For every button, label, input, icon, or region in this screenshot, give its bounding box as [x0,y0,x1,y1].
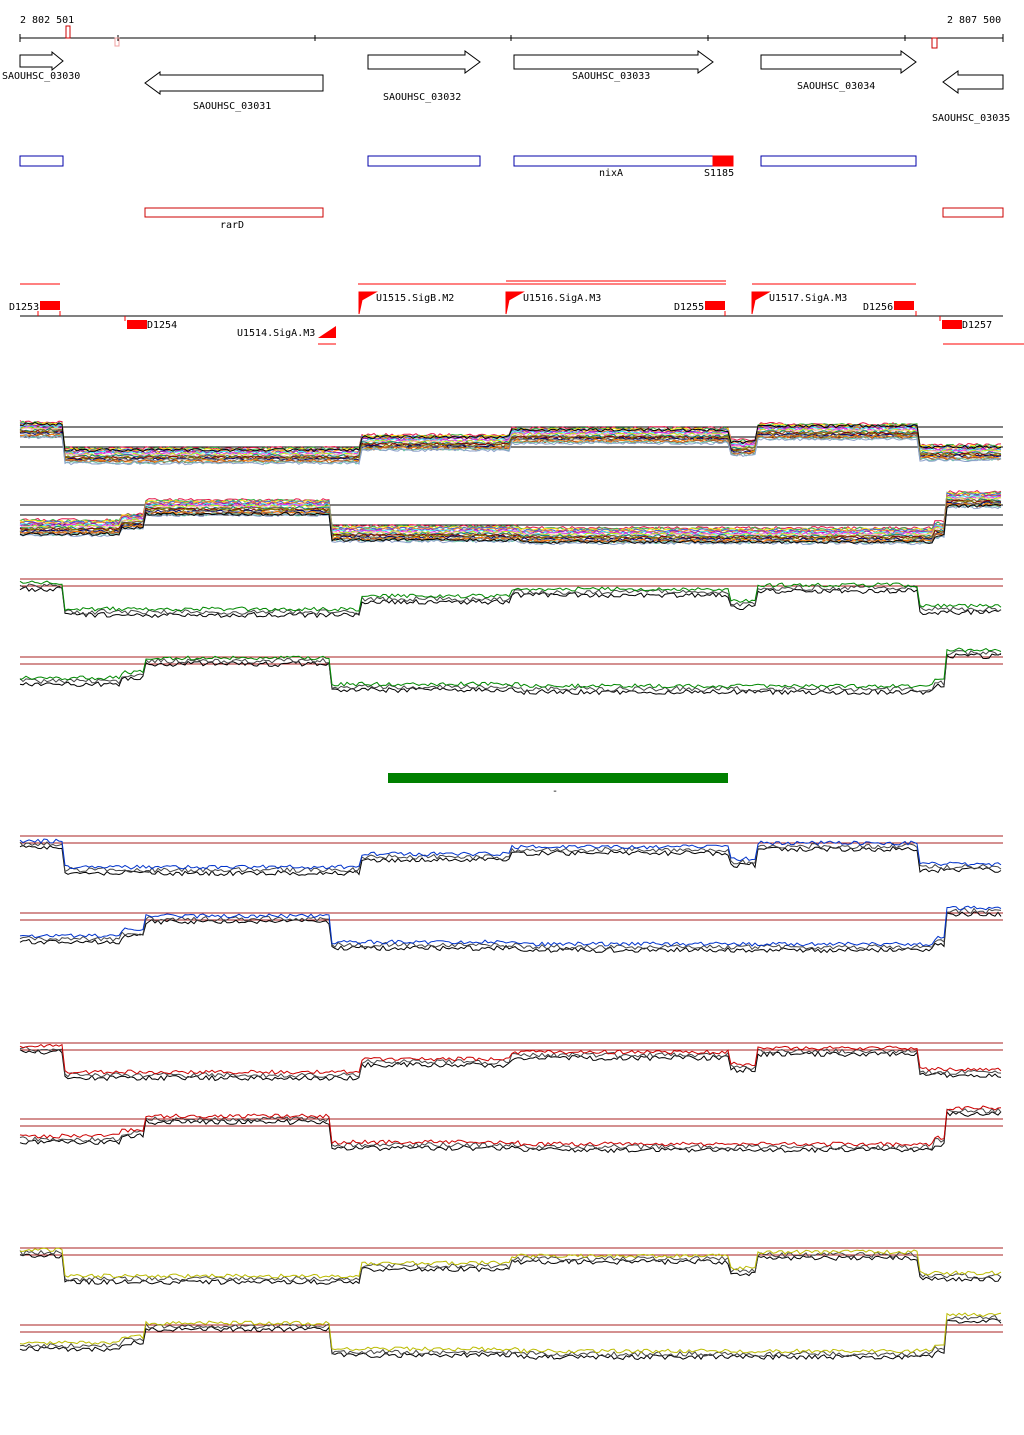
promoter-flag[interactable]: U1516.SigA.M3 [505,291,601,315]
signal-trace [19,1253,1002,1286]
signal-trace [19,1315,1002,1358]
signal-trace [19,838,1002,870]
signal-trace [19,653,1002,696]
terminator-marker[interactable]: D1257 [939,316,992,331]
gene-arrow[interactable]: SAOUHSC_03034 [760,50,917,92]
signal-trace [19,1043,1002,1075]
signal-trace [19,435,1002,466]
gene-label: SAOUHSC_03035 [932,113,1010,124]
annotation-label: nixA [599,168,623,179]
annotation-box[interactable] [942,207,1004,218]
gene-label: SAOUHSC_03034 [797,81,875,92]
highlight-marker: - [552,786,558,797]
feature-label: D1255 [674,302,704,313]
terminator-marker[interactable]: D1253 [9,301,61,316]
signal-trace [19,499,1002,540]
signal-trace [19,841,1002,874]
annotation-track-minus: rarD [144,207,1004,231]
feature-label: D1256 [863,302,893,313]
gene-label: SAOUHSC_03032 [383,92,461,103]
signal-trace [19,1046,1002,1079]
feature-label: D1257 [962,320,992,331]
signal-trace [19,498,1002,539]
red-comparison-plus [19,1042,1003,1082]
annotation-box[interactable] [712,155,734,167]
blue-comparison-plus [19,835,1003,877]
feature-track: D1253 D1254 U1514.SigA.M3 U1515.SigB.M2 … [9,280,1024,345]
signal-trace [19,1312,1002,1354]
signal-trace [19,426,1002,456]
promoter-flag[interactable]: U1514.SigA.M3 [237,318,336,339]
signal-trace [19,1048,1002,1082]
feature-label: U1517.SigA.M3 [769,293,847,304]
feature-label: D1254 [147,320,177,331]
signal-trace [19,1110,1002,1154]
gene-arrow[interactable]: SAOUHSC_03031 [144,71,324,112]
gene-arrow[interactable]: SAOUHSC_03035 [932,70,1010,124]
terminator-marker[interactable]: D1254 [124,316,177,331]
red-comparison-minus [19,1105,1003,1154]
green-comparison-minus [19,647,1003,696]
green-comparison-plus [19,578,1003,619]
signal-trace [19,905,1002,947]
signal-trace [19,647,1002,689]
start-coordinate: 2 802 501 [20,15,74,26]
signal-trace [19,1318,1002,1361]
signal-trace [19,911,1002,954]
signal-trace [19,495,1002,536]
annotation-box[interactable] [367,155,481,167]
gene-label: SAOUHSC_03030 [2,71,80,82]
blue-comparison-minus [19,905,1003,954]
yellow-comparison-minus [19,1312,1003,1361]
signal-trace [19,586,1002,619]
promoter-flag[interactable]: U1517.SigA.M3 [751,291,847,315]
expression-plot-minus-multi [19,489,1003,546]
annotation-track-plus: nixA S1185 [19,155,917,179]
gene-arrow[interactable]: SAOUHSC_03033 [513,50,714,82]
signal-trace [19,1249,1002,1283]
annotation-box[interactable] [144,207,324,218]
signal-trace [19,907,1002,951]
feature-label: D1253 [9,302,39,313]
signal-trace [19,1105,1002,1147]
gene-label: SAOUHSC_03031 [193,101,271,112]
signal-trace [19,1107,1002,1151]
feature-label: U1516.SigA.M3 [523,293,601,304]
signal-trace [19,422,1002,453]
terminator-marker[interactable]: D1256 [863,301,917,316]
promoter-flag[interactable]: U1515.SigB.M2 [358,291,454,315]
yellow-comparison-plus [19,1247,1003,1286]
gene-track: SAOUHSC_03030 SAOUHSC_03031 SAOUHSC_0303… [2,50,1010,124]
end-coordinate: 2 807 500 [947,15,1001,26]
signal-trace [19,432,1002,463]
signal-trace [19,580,1002,612]
feature-label: U1515.SigB.M2 [376,293,454,304]
signal-trace [19,503,1002,545]
expression-plot-plus-multi [19,420,1003,466]
annotation-box[interactable] [19,155,64,167]
annotation-label: rarD [220,220,244,231]
signal-trace [19,583,1002,616]
annotation-label: S1185 [704,168,734,179]
gene-label: SAOUHSC_03033 [572,71,650,82]
gene-arrow[interactable]: SAOUHSC_03032 [367,50,481,103]
signal-trace [19,1247,1002,1279]
feature-label: U1514.SigA.M3 [237,328,315,339]
gene-arrow[interactable]: SAOUHSC_03030 [2,50,80,82]
terminator-marker[interactable]: D1255 [674,301,726,316]
coordinate-ruler: 2 802 501 2 807 500 [19,15,1004,49]
signal-trace [19,489,1002,531]
highlight-region[interactable]: - [388,773,728,797]
annotation-box[interactable] [513,155,714,167]
signal-trace [19,844,1002,877]
annotation-box[interactable] [760,155,917,167]
